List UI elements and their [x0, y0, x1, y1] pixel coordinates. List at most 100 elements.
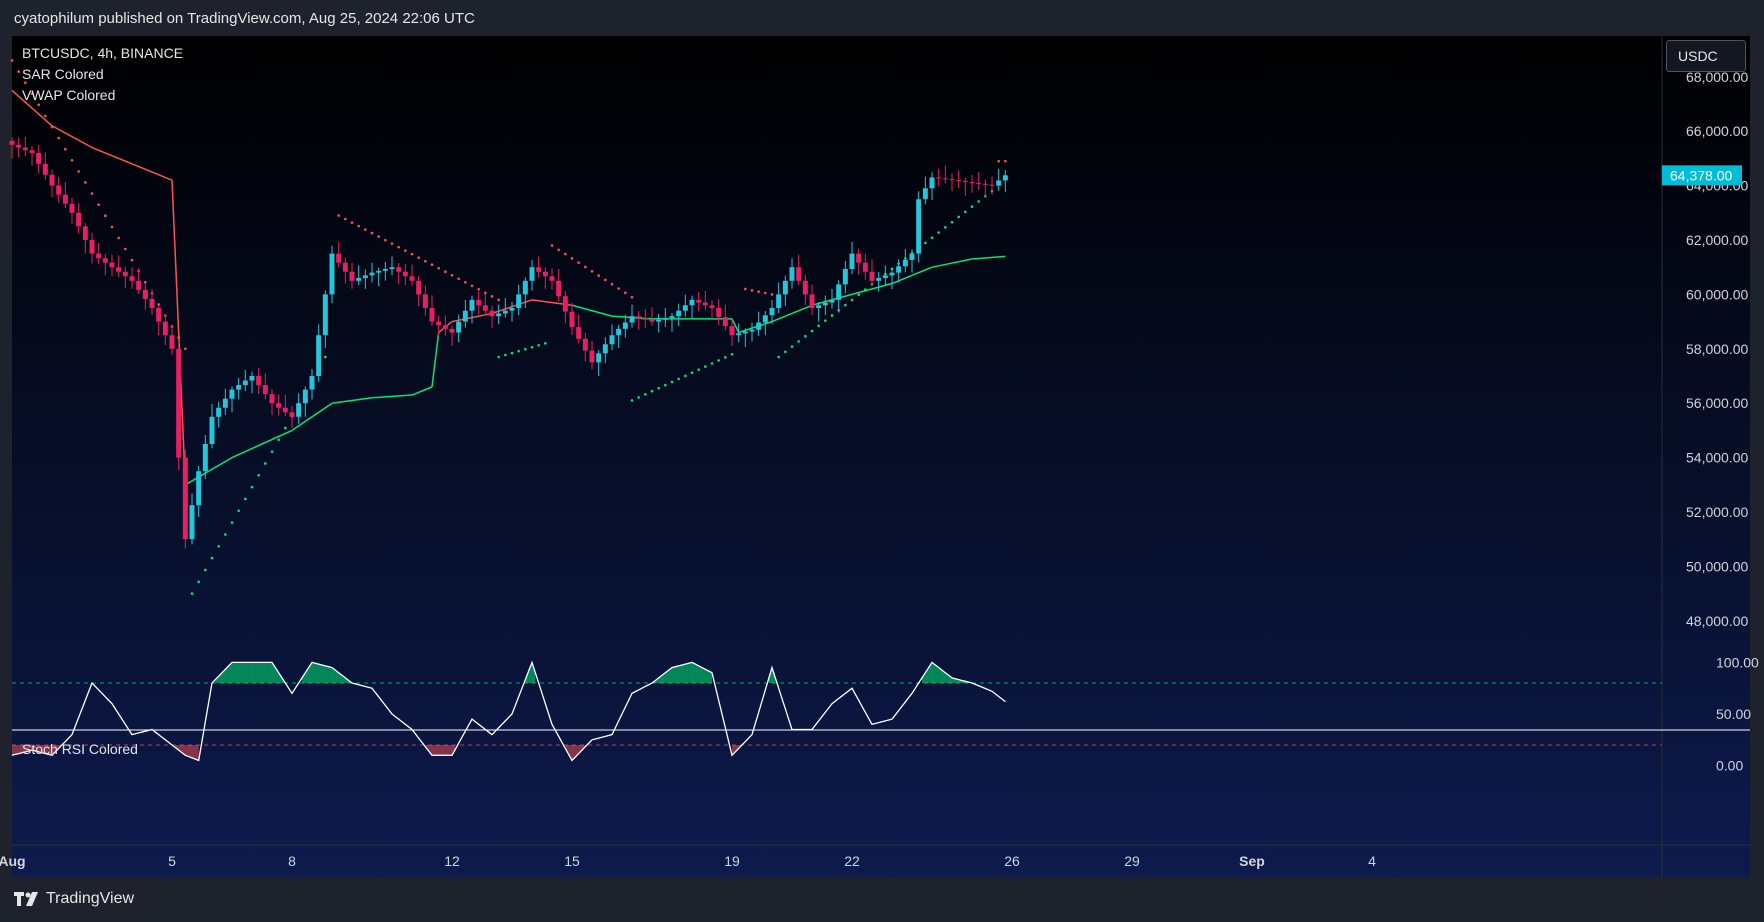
sar-dot: [84, 181, 87, 184]
stoch-overbought-fill: [682, 664, 686, 684]
sar-dot: [830, 314, 834, 317]
candle-body: [276, 403, 282, 408]
stoch-layer: [11, 660, 1662, 762]
candle-body: [782, 280, 788, 295]
sar-dot: [704, 365, 707, 368]
candle-body: [22, 147, 28, 151]
stoch-oversold-fill: [35, 744, 39, 752]
sar-dot: [510, 351, 514, 355]
candle-body: [522, 280, 528, 295]
candle-body: [296, 403, 302, 417]
stoch-overbought-fill: [278, 672, 282, 684]
sar-dot: [630, 399, 634, 402]
time-tick-label: Aug: [0, 853, 26, 869]
candle-body: [729, 326, 735, 336]
stoch-oversold-fill: [48, 744, 52, 756]
sar-dot: [50, 125, 54, 129]
sar-layer: [10, 59, 1007, 595]
candle-body: [856, 253, 862, 263]
stoch-overbought-fill: [705, 669, 709, 684]
stoch-tick-label: 0.00: [1716, 758, 1743, 774]
candle-body: [776, 294, 782, 308]
sar-dot: [930, 236, 934, 240]
sar-dot: [664, 383, 667, 387]
sar-dot: [497, 355, 500, 359]
candle-body: [829, 299, 835, 303]
candle-body: [496, 313, 502, 317]
candle-body: [36, 152, 42, 164]
stoch-overbought-fill: [928, 662, 932, 684]
stoch-overbought-fill: [672, 666, 676, 684]
stoch-overbought-fill: [335, 670, 339, 684]
sar-dot: [764, 291, 767, 295]
candle-body: [262, 385, 268, 395]
sar-dot: [277, 438, 280, 442]
vwap-segment: [971, 255, 1006, 260]
candles-layer: [9, 136, 1008, 549]
candle-body: [789, 267, 795, 281]
sar-dot: [224, 533, 227, 536]
stoch-overbought-fill: [235, 662, 239, 684]
time-tick-label: 26: [1004, 853, 1020, 869]
candle-body: [896, 266, 902, 273]
sar-dot: [797, 340, 800, 343]
candle-body: [142, 289, 148, 299]
sar-dot: [364, 228, 367, 231]
candle-body: [862, 262, 868, 272]
sar-dot: [57, 136, 60, 140]
candle-body: [769, 308, 775, 316]
candle-body: [489, 310, 495, 317]
candle-body: [689, 299, 695, 306]
candle-body: [222, 398, 228, 408]
candle-body: [456, 321, 462, 333]
sar-dot: [577, 261, 580, 264]
tradingview-logo[interactable]: TradingView: [14, 890, 134, 908]
sar-dot: [937, 231, 940, 234]
stoch-oversold-fill: [188, 744, 192, 758]
candle-body: [102, 258, 108, 263]
stoch-overbought-fill: [328, 666, 332, 684]
sar-dot: [344, 217, 347, 221]
stoch-overbought-fill: [698, 665, 702, 684]
candle-body: [816, 305, 822, 308]
candle-body: [556, 280, 562, 297]
stoch-oversold-fill: [192, 744, 196, 760]
sar-dot: [497, 298, 500, 302]
stoch-overbought-fill: [272, 662, 276, 684]
stoch-overbought-fill: [308, 662, 312, 684]
candle-body: [302, 389, 308, 404]
sar-dot: [77, 170, 80, 173]
candle-body: [9, 140, 15, 145]
time-tick-label: Sep: [1239, 853, 1265, 869]
vwap-segment: [571, 304, 613, 317]
candle-body: [596, 353, 602, 363]
sar-dot: [784, 350, 787, 354]
stoch-overbought-fill: [318, 664, 322, 684]
stoch-overbought-fill: [262, 662, 266, 684]
sar-dot: [450, 273, 454, 277]
sar-dot: [197, 580, 200, 584]
stoch-oversold-fill: [568, 744, 572, 761]
sar-dot: [250, 485, 254, 489]
sar-dot: [824, 319, 827, 322]
stoch-overbought-fill: [268, 662, 272, 684]
sar-dot: [544, 342, 547, 345]
sar-dot: [524, 347, 527, 351]
time-tick-label: 22: [844, 853, 860, 869]
sar-dot: [157, 303, 160, 306]
candle-body: [422, 294, 428, 308]
sar-dot: [957, 215, 960, 219]
stoch-overbought-fill: [692, 662, 696, 684]
candle-body: [956, 180, 962, 182]
vwap-segment: [91, 146, 133, 165]
stoch-oversold-fill: [38, 744, 42, 753]
sar-dot: [804, 334, 807, 338]
candle-body: [416, 280, 422, 295]
sar-dot: [610, 282, 614, 286]
vwap-segment: [184, 456, 233, 486]
currency-button[interactable]: USDC: [1666, 40, 1746, 72]
candle-body: [762, 315, 768, 323]
published-text: cyatophilum published on TradingView.com…: [14, 10, 475, 27]
sar-dot: [424, 259, 427, 263]
